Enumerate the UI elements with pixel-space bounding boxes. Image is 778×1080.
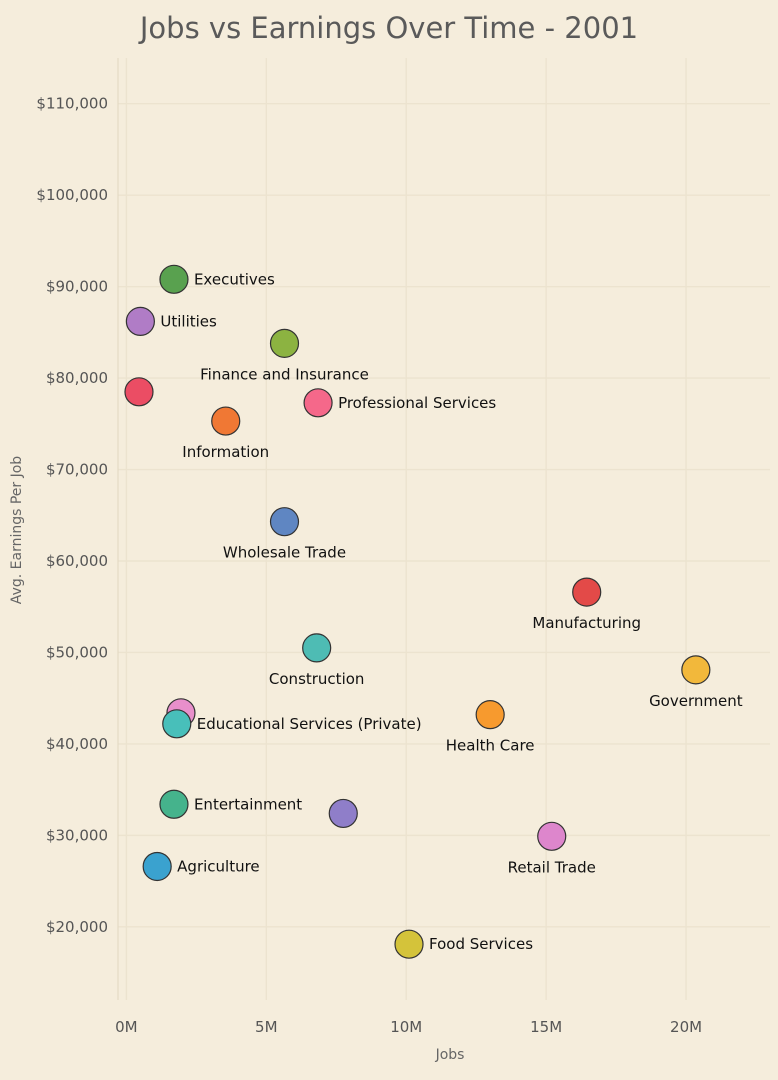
point-labels: Executives Utilities Finance and Insurance… [160, 270, 742, 953]
point-label: Government [649, 692, 743, 710]
data-point [162, 709, 192, 739]
point-label: Entertainment [194, 795, 302, 813]
data-point [537, 821, 567, 851]
x-tick-label: 20M [670, 1018, 702, 1036]
data-point [159, 264, 189, 294]
y-tick-label: $40,000 [46, 735, 108, 753]
y-tick-label: $60,000 [46, 552, 108, 570]
point-label: Construction [269, 670, 365, 688]
data-point [572, 577, 602, 607]
y-axis-ticks: $20,000 $30,000 $40,000 $50,000 $60,000 $70,0… [36, 95, 108, 936]
data-point [394, 929, 424, 959]
data-point [303, 388, 333, 418]
y-tick-label: $30,000 [46, 826, 108, 844]
x-axis-label: Jobs [435, 1047, 465, 1063]
y-tick-label: $110,000 [36, 95, 108, 113]
x-tick-label: 5M [255, 1018, 278, 1036]
point-label: Wholesale Trade [223, 544, 346, 562]
point-label: Health Care [446, 737, 535, 755]
y-tick-label: $90,000 [46, 278, 108, 296]
data-point [159, 789, 189, 819]
data-point [681, 655, 711, 685]
data-points [124, 264, 711, 959]
point-label: Food Services [429, 935, 533, 953]
point-label: Agriculture [177, 857, 260, 875]
point-label: Finance and Insurance [200, 365, 369, 383]
point-label: Executives [194, 270, 275, 288]
data-point [125, 306, 155, 336]
x-tick-label: 10M [390, 1018, 422, 1036]
x-tick-label: 0M [115, 1018, 138, 1036]
x-axis-ticks: 0M 5M 10M 15M 20M [115, 1018, 702, 1036]
data-point [302, 633, 332, 663]
data-point [269, 328, 300, 358]
y-tick-label: $100,000 [36, 186, 108, 204]
data-point [142, 851, 172, 882]
chart-title: Jobs vs Earnings Over Time - 2001 [138, 11, 638, 45]
data-point [124, 377, 154, 407]
y-tick-label: $70,000 [46, 461, 108, 479]
point-label: Professional Services [338, 394, 496, 412]
data-point [328, 798, 358, 829]
point-label: Educational Services (Private) [197, 715, 422, 733]
y-tick-label: $50,000 [46, 643, 108, 661]
point-label: Utilities [160, 312, 217, 330]
data-point [475, 700, 505, 730]
point-label: Information [182, 443, 269, 461]
data-point [211, 406, 241, 436]
y-tick-label: $20,000 [46, 918, 108, 936]
data-point [269, 507, 300, 537]
y-axis-label: Avg. Earnings Per Job [9, 456, 25, 604]
point-label: Manufacturing [532, 614, 641, 632]
x-tick-label: 15M [530, 1018, 562, 1036]
y-tick-label: $80,000 [46, 369, 108, 387]
point-label: Retail Trade [508, 858, 596, 876]
